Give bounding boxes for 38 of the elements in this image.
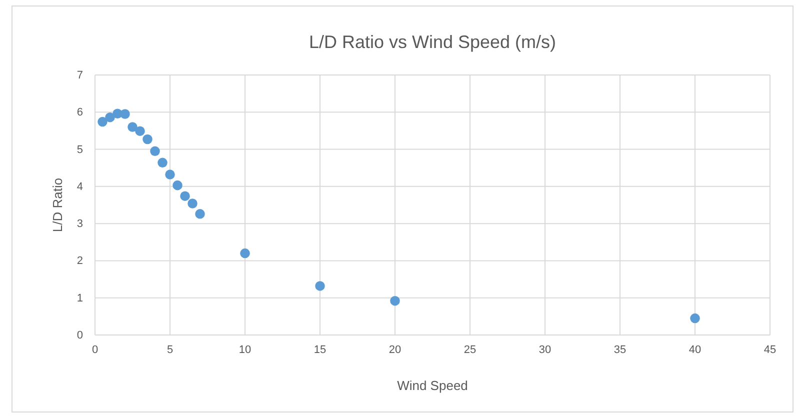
point	[158, 158, 168, 168]
y-tick-label: 3	[76, 218, 83, 230]
x-tick-label: 45	[764, 344, 776, 356]
y-tick-label: 4	[76, 180, 83, 193]
y-tick-label: 2	[76, 255, 83, 268]
y-tick-label: 7	[76, 70, 83, 82]
y-tick-label: 0	[76, 330, 83, 342]
y-axis-title: L/D Ratio	[50, 178, 65, 232]
point	[120, 109, 130, 119]
point	[690, 313, 700, 324]
x-tick-label: 30	[538, 344, 552, 356]
point	[188, 198, 198, 208]
point	[390, 296, 400, 306]
point	[315, 281, 325, 291]
y-tick-label: 1	[76, 292, 83, 304]
point	[98, 116, 108, 127]
chart-title: L/D Ratio vs Wind Speed (m/s)	[308, 32, 556, 52]
y-tick-label: 5	[76, 144, 83, 156]
point	[150, 146, 160, 156]
point	[135, 126, 145, 136]
point	[240, 248, 250, 258]
x-tick-label: 15	[314, 344, 326, 356]
point	[165, 170, 175, 180]
point	[172, 180, 182, 190]
point	[105, 112, 115, 122]
point	[180, 191, 190, 201]
x-axis-title: Wind Speed	[397, 378, 468, 393]
y-tick-label: 6	[76, 106, 83, 119]
x-tick-label: 35	[614, 344, 626, 356]
x-tick-label: 25	[464, 344, 476, 356]
point	[142, 134, 152, 144]
x-tick-label: 0	[92, 344, 98, 356]
x-tick-label: 20	[388, 344, 402, 356]
x-tick-label: 40	[688, 344, 702, 356]
point	[128, 122, 138, 132]
point	[195, 209, 205, 219]
x-tick-label: 5	[166, 344, 174, 356]
x-tick-label: 10	[238, 344, 252, 356]
